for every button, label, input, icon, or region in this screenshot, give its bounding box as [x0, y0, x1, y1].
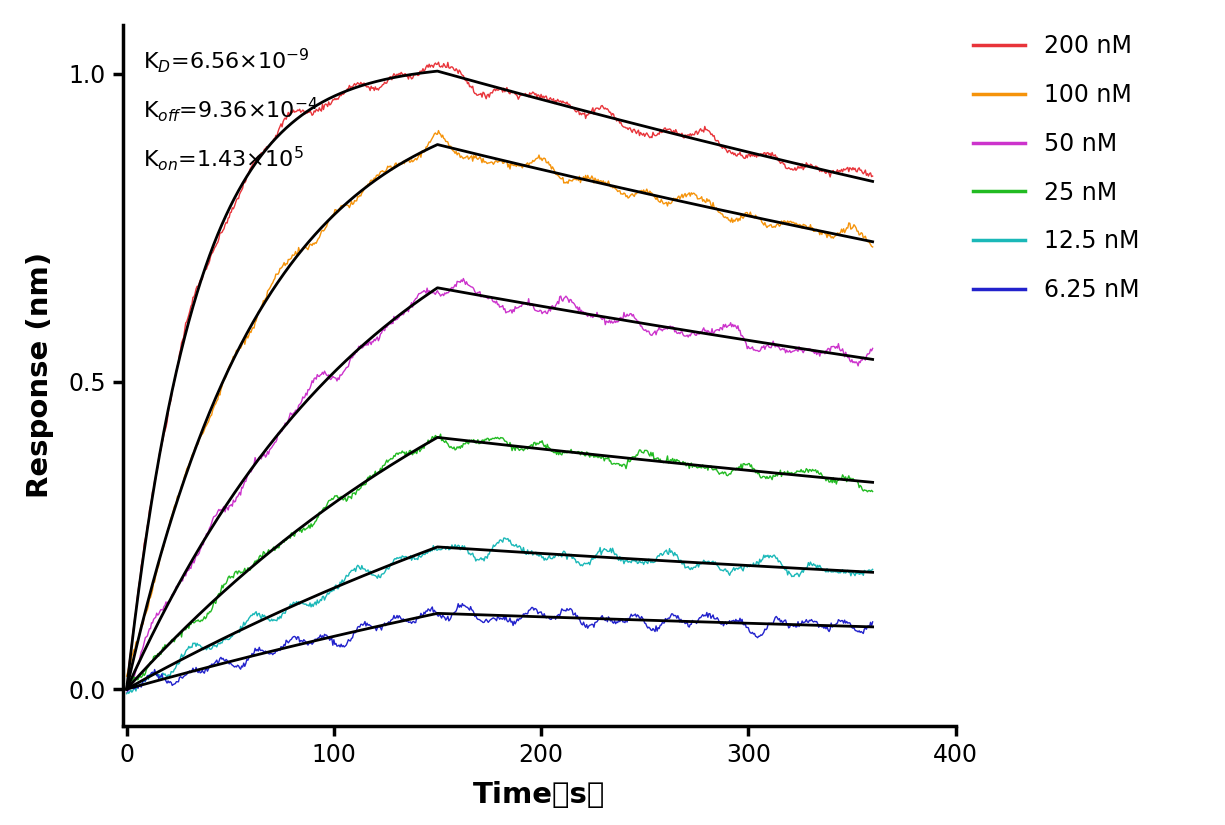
X-axis label: Time（s）: Time（s） — [473, 780, 605, 808]
Legend: 200 nM, 100 nM, 50 nM, 25 nM, 12.5 nM, 6.25 nM: 200 nM, 100 nM, 50 nM, 25 nM, 12.5 nM, 6… — [964, 25, 1149, 312]
Text: K$_{D}$=6.56×10$^{-9}$
K$_{off}$=9.36×10$^{-4}$
K$_{on}$=1.43×10$^{5}$: K$_{D}$=6.56×10$^{-9}$ K$_{off}$=9.36×10… — [143, 45, 318, 172]
Y-axis label: Response (nm): Response (nm) — [26, 252, 54, 498]
